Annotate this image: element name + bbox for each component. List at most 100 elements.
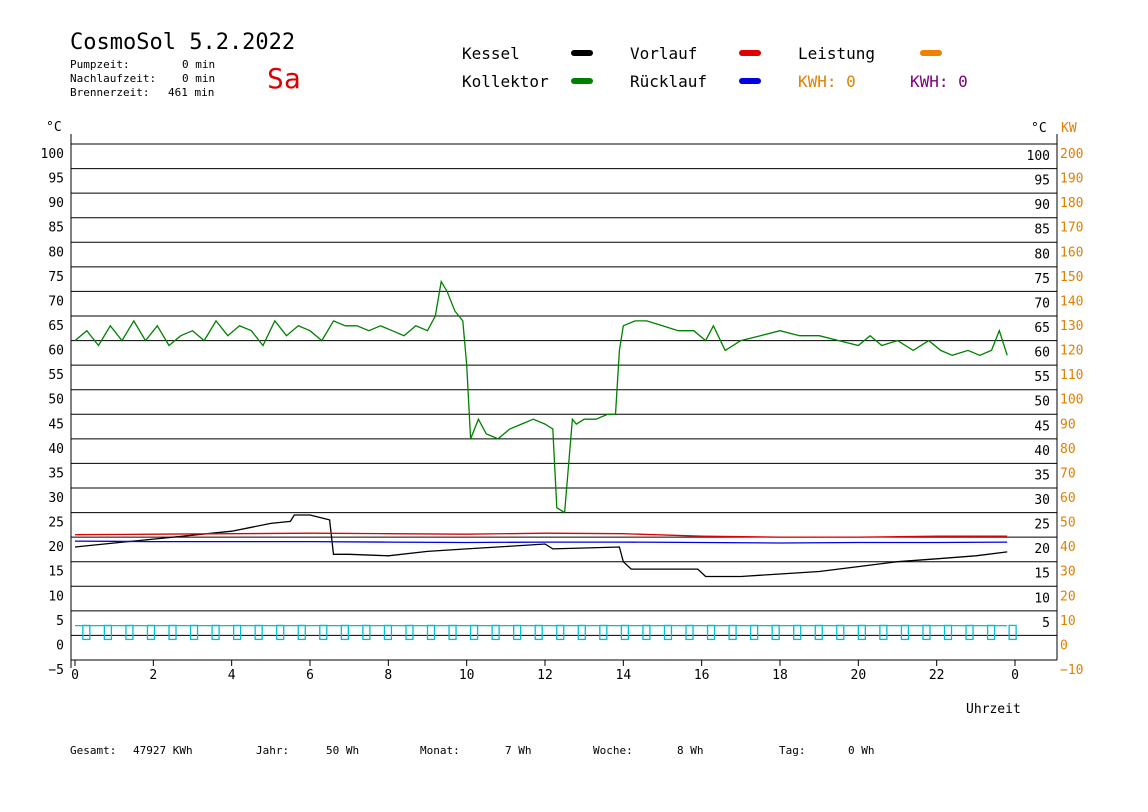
x-tick-label: 18 [772,668,788,683]
pump-marker [103,624,113,641]
y-tick-label-right: 90 [1034,198,1050,213]
pump-marker [469,624,479,641]
left-axis-unit: °C [46,120,62,135]
kwh-purple-label: KWH: 0 [910,72,968,91]
kw-tick-label: −10 [1060,663,1083,678]
y-tick-label-left: 40 [48,442,64,457]
x-tick-label: 22 [929,668,945,683]
footer-woche-value: 8 Wh [677,744,704,757]
y-tick-label-right: 20 [1034,542,1050,557]
y-tick-label-left: 60 [48,344,64,359]
legend-vorlauf-swatch [739,50,761,56]
legend-kessel-label: Kessel [462,44,520,63]
kw-tick-label: 120 [1060,344,1083,359]
kw-tick-label: 60 [1060,491,1076,506]
y-tick-label-left: 30 [48,491,64,506]
kw-tick-label: 190 [1060,172,1083,187]
y-tick-label-left: −5 [48,663,64,678]
legend-ruecklauf-label: Rücklauf [630,72,708,91]
pump-marker [125,624,134,641]
kw-axis-unit: KW [1061,121,1077,136]
series-line-2 [74,532,1008,538]
kw-tick-label: 150 [1060,270,1083,285]
y-tick-label-right: 60 [1034,346,1050,361]
x-tick-label: 16 [694,668,710,683]
pump-marker [879,624,888,641]
pump-marker [146,624,156,641]
footer-tag-value: 0 Wh [848,744,875,757]
pump-marker [211,624,220,641]
y-tick-label-right: 95 [1034,174,1050,189]
footer-tag-label: Tag: [779,744,806,757]
x-tick-label: 6 [306,668,314,683]
y-tick-label-left: 50 [48,393,64,408]
y-tick-label-left: 15 [48,565,64,580]
footer-gesamt-label: Gesamt: [70,744,117,757]
pump-marker [706,624,716,641]
y-tick-label-left: 0 [56,638,64,653]
footer-monat-label: Monat: [420,744,460,757]
pump-marker [922,624,931,641]
pump-marker [965,624,974,641]
right-axis-unit: °C [1031,121,1047,136]
pump-marker [340,624,349,641]
pump-marker [900,624,910,641]
x-tick-label: 10 [459,668,475,683]
pump-marker [405,624,414,641]
kw-tick-label: 140 [1060,294,1083,309]
y-tick-label-right: 65 [1034,321,1050,336]
legend-kessel-swatch [571,50,593,56]
y-tick-label-left: 35 [48,466,64,481]
y-tick-label-right: 35 [1034,468,1050,483]
y-tick-label-left: 5 [56,614,64,629]
x-tick-label: 12 [537,668,553,683]
y-tick-label-left: 70 [48,294,64,309]
pump-marker [513,624,522,641]
y-tick-label-right: 30 [1034,493,1050,508]
y-tick-label-right: 10 [1034,591,1050,606]
chart-title: CosmoSol 5.2.2022 [70,30,296,55]
legend-kollektor-label: Kollektor [462,72,549,91]
pump-marker [189,624,199,641]
footer-monat-value: 7 Wh [505,744,532,757]
y-tick-label-left: 100 [41,147,64,162]
y-tick-label-left: 75 [48,270,64,285]
pump-marker [254,624,263,641]
y-tick-label-left: 10 [48,589,64,604]
x-tick-label: 8 [384,668,392,683]
legend-kollektor-swatch [571,78,593,84]
legend-leistung-swatch [920,50,942,56]
stat-pumpzeit-label: Pumpzeit: [70,58,130,71]
y-tick-label-right: 75 [1034,272,1050,287]
legend-vorlauf-label: Vorlauf [630,44,698,63]
y-tick-label-right: 55 [1034,370,1050,385]
stat-nachlaufzeit-label: Nachlaufzeit: [70,72,157,85]
stat-pumpzeit-value: 0 min [182,58,216,71]
x-tick-label: 14 [616,668,632,683]
pump-marker [749,624,759,641]
legend-ruecklauf-swatch [739,78,761,84]
y-tick-label-left: 90 [48,196,64,211]
pump-marker [685,624,694,641]
y-tick-label-left: 80 [48,245,64,260]
kw-tick-label: 30 [1060,565,1076,580]
pump-marker [556,624,565,641]
footer-woche-label: Woche: [593,744,633,757]
kw-tick-label: 200 [1060,147,1083,162]
y-tick-label-right: 100 [1027,149,1050,164]
stat-nachlaufzeit-value: 0 min [182,72,216,85]
pump-marker [534,624,543,641]
y-tick-label-left: 45 [48,417,64,432]
kw-tick-label: 110 [1060,368,1083,383]
pump-marker [620,624,630,641]
pump-marker [232,624,242,641]
pump-marker [297,624,306,641]
kw-tick-label: 160 [1060,245,1083,260]
legend-leistung-label: Leistung [798,44,876,63]
x-axis-label: Uhrzeit [966,702,1021,717]
y-tick-label-right: 70 [1034,296,1050,311]
y-tick-label-right: 25 [1034,518,1050,533]
x-tick-label: 20 [851,668,867,683]
kw-tick-label: 20 [1060,589,1076,604]
kw-tick-label: 40 [1060,540,1076,555]
